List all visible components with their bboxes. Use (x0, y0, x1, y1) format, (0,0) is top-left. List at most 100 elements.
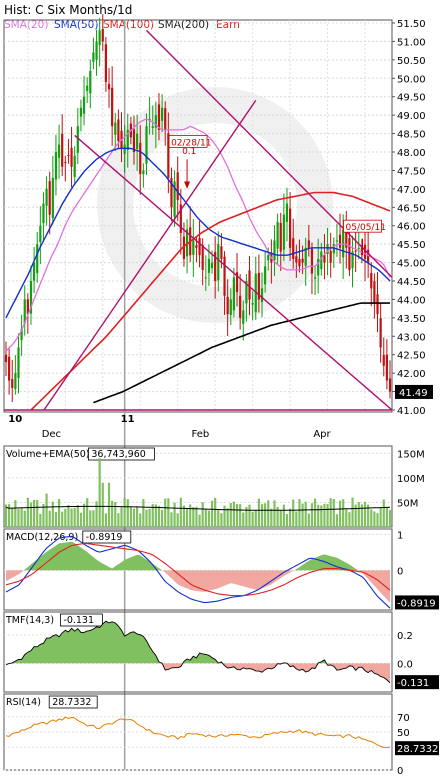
volume-tick-label: 50M (397, 498, 418, 509)
volume-bar (367, 504, 370, 527)
volume-bar (117, 513, 120, 527)
volume-bar (26, 497, 29, 527)
volume-bar (363, 501, 367, 527)
candle-body (67, 154, 70, 156)
macd-value: -0.8919 (86, 532, 123, 543)
candle-body (367, 249, 370, 263)
candle-body (26, 299, 29, 315)
legend-item: SMA(100) (103, 19, 154, 31)
candle-body (8, 356, 11, 381)
volume-bar (136, 506, 139, 527)
price-tick-label: 49.00 (397, 111, 426, 122)
volume-bar (145, 509, 148, 527)
candle-body (320, 251, 323, 270)
candle-body (292, 238, 295, 259)
volume-bar (89, 510, 92, 527)
x-tick-label: Dec (42, 429, 61, 440)
volume-bar (170, 512, 173, 527)
candle-body (139, 142, 142, 175)
tmf-last-box (395, 675, 439, 690)
volume-bar (54, 512, 58, 527)
volume-bar (354, 504, 357, 527)
volume-bar (323, 503, 326, 527)
candle-body (239, 295, 242, 318)
volume-bar (151, 504, 154, 527)
volume-bar (251, 511, 254, 527)
tmf-area-negative (6, 663, 390, 683)
volume-bar (11, 507, 14, 527)
volume-bar (67, 505, 70, 527)
volume-bar (142, 499, 145, 527)
volume-bar (29, 502, 33, 527)
volume-bar (267, 500, 270, 527)
price-tick-label: 45.50 (397, 240, 426, 251)
candle-body (79, 107, 83, 117)
volume-bar (173, 502, 176, 527)
volume-bar (348, 512, 351, 527)
volume-tick-label: 150M (397, 449, 425, 460)
volume-bar (226, 508, 229, 527)
price-tick-label: 44.00 (397, 295, 426, 306)
volume-bar (164, 498, 167, 527)
volume-bar (101, 482, 104, 527)
volume-bar (104, 513, 108, 527)
rsi-tick-label: 70 (397, 713, 410, 724)
volume-bar (264, 503, 267, 527)
candle-body (151, 126, 154, 128)
candle-body (70, 147, 73, 167)
candle-body (170, 177, 173, 208)
volume-bar (160, 509, 164, 527)
candle-body (310, 248, 314, 274)
chart-title: Hist: C Six Months/1d (4, 3, 132, 17)
candle-body (14, 373, 17, 389)
candle-body (182, 236, 186, 259)
chart-legend: SMA(20) SMA(50) SMA(100) SMA(200) Earn (4, 19, 240, 31)
volume-bar (332, 499, 335, 527)
volume-bar (61, 511, 64, 527)
volume-label: Volume+EMA(50) (6, 449, 90, 460)
volume-bar (376, 513, 379, 527)
price-tick-label: 41.00 (397, 406, 426, 417)
macd-label: MACD(12,26,9) (6, 532, 78, 543)
candle-body (251, 303, 254, 305)
volume-bar (345, 509, 348, 527)
price-tick-label: 43.50 (397, 314, 426, 325)
candle-body (235, 272, 239, 293)
candle-body (48, 181, 51, 215)
volume-bar (95, 501, 98, 527)
legend-item: Earn (216, 19, 240, 31)
candle-body (20, 328, 23, 341)
price-tick-label: 48.50 (397, 130, 426, 141)
volume-bar (157, 505, 161, 527)
volume-bar (254, 510, 257, 527)
candle-body (123, 144, 126, 154)
volume-bar (132, 508, 136, 527)
rsi-tick-label: 0 (397, 766, 403, 775)
price-tick-label: 50.50 (397, 56, 426, 67)
volume-bar (51, 501, 54, 527)
candle-body (176, 172, 179, 200)
volume-bar (48, 510, 51, 527)
volume-bar (342, 499, 345, 527)
candle-body (92, 52, 95, 62)
volume-bar (223, 505, 226, 527)
volume-bar (220, 513, 223, 527)
candle-body (217, 244, 220, 281)
candle-body (29, 281, 33, 314)
candle-body (207, 258, 211, 273)
volume-value: 36,743,960 (91, 449, 145, 460)
volume-bar (239, 504, 242, 527)
macd-frame (3, 528, 393, 611)
volume-bar (195, 506, 198, 527)
volume-tick-label: 100M (397, 474, 425, 485)
volume-bar (276, 506, 279, 527)
volume-bar (86, 498, 89, 527)
tmf-frame (3, 611, 393, 693)
candle-body (226, 296, 229, 315)
volume-bar (14, 500, 17, 527)
volume-bar (123, 497, 126, 527)
volume-bar (295, 511, 298, 527)
candle-body (329, 250, 332, 263)
